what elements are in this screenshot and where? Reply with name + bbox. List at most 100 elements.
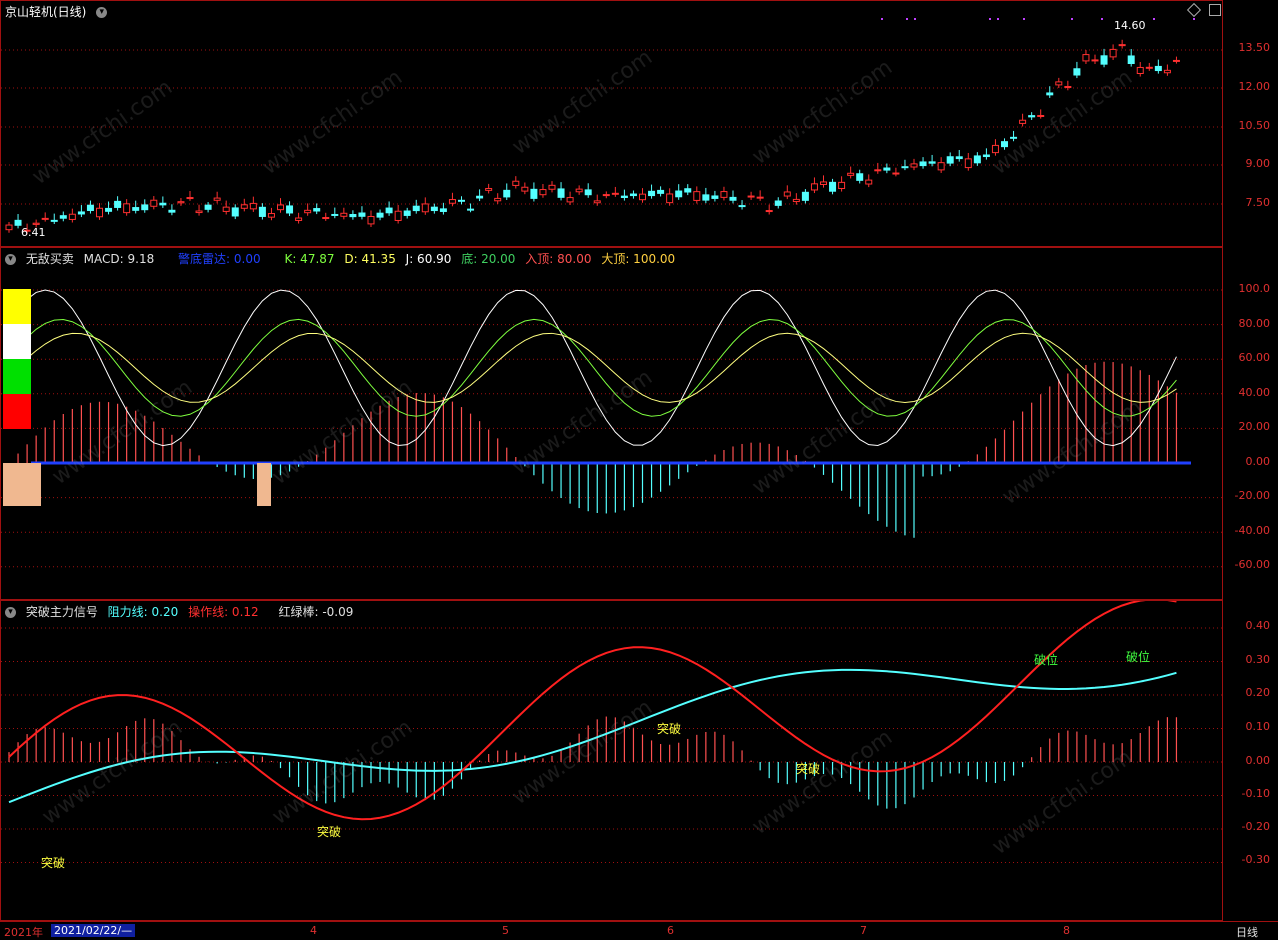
candle-body (50, 219, 58, 222)
candle-body (801, 191, 809, 201)
candle-body (693, 191, 701, 201)
candle-body (548, 184, 556, 190)
candle-body (123, 203, 131, 214)
candle-body (77, 211, 85, 215)
candle-body (521, 186, 529, 192)
candle-body (358, 212, 366, 217)
marker-dot (1153, 18, 1155, 20)
candle-body (177, 201, 185, 204)
candle-body (1136, 66, 1144, 74)
candle-body (729, 196, 737, 201)
ind2-tick: 0.10 (1245, 720, 1271, 733)
candle-body (666, 193, 674, 204)
month-label: 5 (502, 924, 509, 937)
candle-body (5, 224, 13, 231)
candle-body (222, 206, 230, 212)
oper-line (8, 601, 1177, 821)
marker-dot (906, 18, 908, 20)
candle-body (639, 193, 646, 201)
candle-body (702, 194, 710, 201)
candle-body (575, 188, 583, 193)
candle-body (485, 187, 493, 191)
candle-body (611, 192, 619, 195)
indicator1-panel[interactable]: ▾ 无敌买卖 MACD: 9.18 警底雷达: 0.00 K: 47.87 D:… (0, 247, 1224, 600)
chevron-down-icon[interactable]: ▾ (5, 254, 16, 265)
candle-body (476, 195, 484, 199)
candle-body (973, 155, 981, 164)
candle-body (168, 209, 176, 213)
indicator1-axis: 100.0 80.00 60.00 40.00 20.00 0.00 -20.0… (1223, 247, 1278, 600)
candle-body (856, 173, 864, 181)
candle-body (747, 195, 755, 198)
d-value: D: 41.35 (344, 252, 396, 266)
candle-body (105, 207, 113, 212)
candle-body (231, 207, 239, 217)
candle-body (385, 207, 393, 214)
candle-body (964, 158, 972, 169)
j-value: J: 60.90 (405, 252, 452, 266)
candle-body (286, 205, 294, 214)
indicator2-panel[interactable]: ▾ 突破主力信号 阻力线: 0.20 操作线: 0.12 红绿棒: -0.09 … (0, 600, 1224, 921)
candle-body (195, 210, 203, 214)
candle-body (928, 161, 936, 164)
signal-block (3, 463, 41, 506)
candle-body (738, 205, 746, 208)
candle-body (439, 208, 447, 212)
ind2-tick: 0.00 (1245, 754, 1271, 767)
price-tick: 13.50 (1238, 41, 1271, 54)
stock-title: 京山轻机(日线) (5, 5, 87, 19)
ind1-tick: 80.00 (1238, 317, 1271, 330)
candle-body (1037, 114, 1045, 117)
price-tick: 7.50 (1245, 196, 1271, 209)
date-axis[interactable]: 2021年 2021/02/22/— 4 5 6 7 8 日线 (0, 921, 1278, 940)
window-icon[interactable] (1209, 4, 1221, 16)
year-label: 2021年 (4, 926, 43, 939)
kdj-chart (1, 289, 1224, 568)
indicator2-name[interactable]: 突破主力信号 (25, 605, 98, 619)
price-panel[interactable]: 京山轻机(日线) ▾ 14.60 6.41 (0, 0, 1224, 247)
signal-block (3, 289, 31, 324)
chevron-down-icon[interactable]: ▾ (96, 7, 108, 18)
candle-body (512, 180, 520, 186)
candle-body (991, 144, 999, 154)
signal-block (257, 463, 271, 506)
radar-value: 警底雷达: 0.00 (178, 252, 261, 266)
candle-body (186, 197, 194, 200)
candle-body (865, 179, 873, 185)
indicator2-header: ▾ 突破主力信号 阻力线: 0.20 操作线: 0.12 红绿棒: -0.09 (5, 603, 359, 620)
signal-label: 突破 (317, 825, 342, 839)
marker-dot (914, 18, 916, 20)
candle-body (267, 213, 275, 218)
candle-body (313, 208, 321, 212)
indicator1-name[interactable]: 无敌买卖 (25, 252, 74, 266)
candle-body (340, 212, 348, 217)
candle-body (874, 169, 882, 172)
candle-body (883, 167, 891, 171)
candle-body (86, 204, 94, 211)
month-label: 4 (310, 924, 317, 937)
candle-body (539, 189, 547, 196)
candle-body (23, 229, 31, 232)
candle-body (1028, 115, 1036, 118)
candle-body (367, 215, 375, 225)
resist-line (8, 668, 1177, 804)
candle-body (132, 207, 140, 211)
j-line (8, 289, 1177, 447)
candle-body (711, 195, 719, 199)
candle-body (467, 208, 475, 211)
signal-label: 破位 (1126, 650, 1151, 664)
breakout-chart (1, 601, 1224, 863)
candle-body (494, 197, 502, 202)
signal-label: 突破 (657, 722, 682, 736)
candlestick-chart (1, 18, 1224, 235)
period-tab[interactable]: 日线 (1236, 926, 1258, 939)
candle-body (602, 194, 610, 197)
candle-body (403, 210, 411, 216)
selected-date[interactable]: 2021/02/22/— (51, 924, 136, 937)
chevron-down-icon[interactable]: ▾ (5, 607, 16, 618)
d-line (8, 332, 1177, 403)
candle-body (566, 197, 574, 203)
candle-body (657, 189, 665, 194)
candle-body (829, 181, 837, 192)
signal-block (3, 359, 31, 394)
